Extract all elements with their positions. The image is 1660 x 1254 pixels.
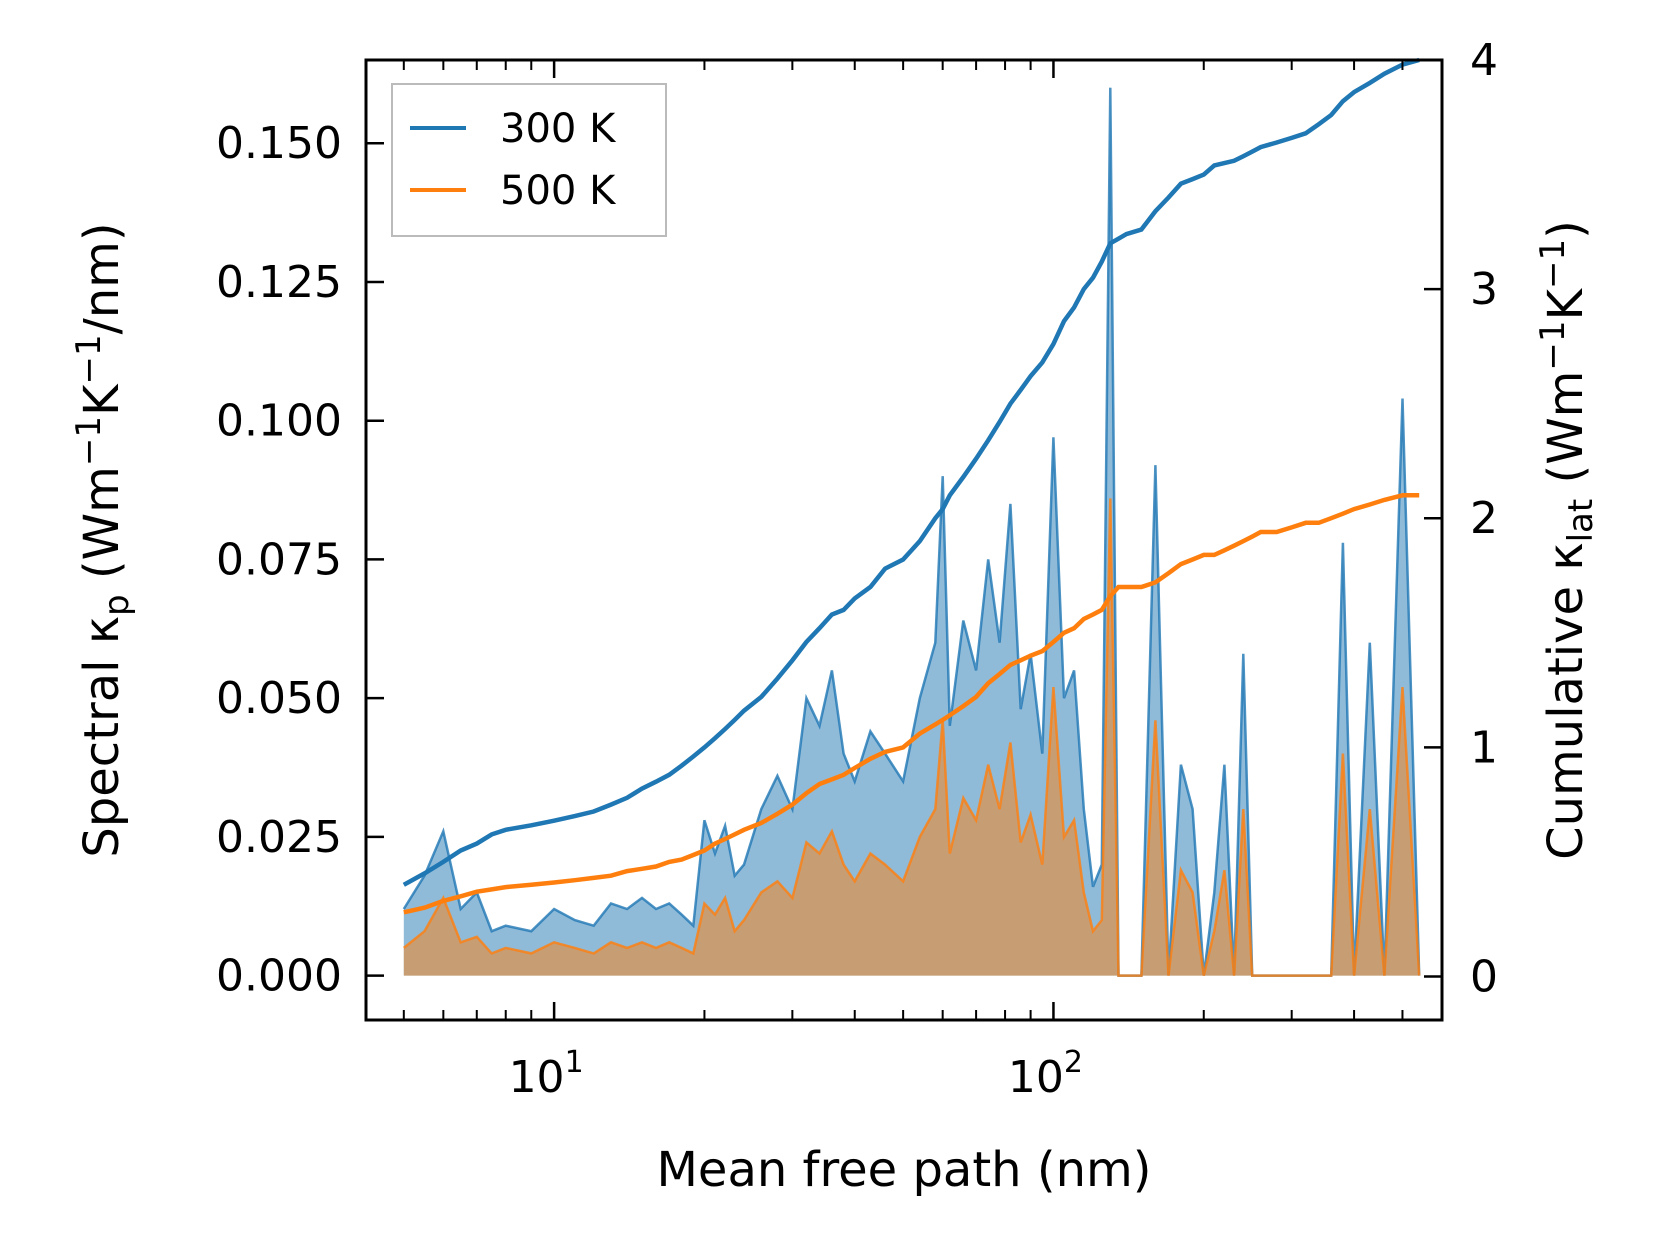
x-axis-title: Mean free path (nm) xyxy=(657,1142,1152,1198)
spectral-area-500k xyxy=(403,498,1420,976)
spectral-line-300k xyxy=(402,87,1421,977)
axis-ticks: 0.000 0.025 0.050 0.075 0.100 0.125 0.150 0 1 2 3 4… xyxy=(216,35,1498,1103)
plot-frame xyxy=(364,58,1444,1022)
right-axis-title: Cumulative κlat (Wm−1K−1) xyxy=(1533,220,1601,860)
right-tick-label: 4 xyxy=(1470,35,1498,86)
x-tick-label: 102 xyxy=(1008,1045,1083,1103)
x-tick-label: 101 xyxy=(509,1045,584,1103)
series-lines xyxy=(402,57,1420,915)
left-tick-label: 0.075 xyxy=(216,534,342,585)
spectral-fills xyxy=(402,87,1421,977)
right-tick-label: 3 xyxy=(1470,264,1498,315)
legend-box xyxy=(391,83,667,237)
spectral-area-300k xyxy=(403,87,1420,976)
left-tick-label: 0.100 xyxy=(216,396,342,447)
right-tick-label: 2 xyxy=(1470,493,1498,544)
left-tick-label: 0.050 xyxy=(216,673,342,724)
legend: 300 K 500 K xyxy=(391,83,667,237)
left-axis-title: Spectral κp (Wm−1K−1/nm) xyxy=(69,222,137,857)
left-tick-label: 0.000 xyxy=(216,951,342,1002)
cumulative-line-500k xyxy=(403,493,1420,915)
right-tick-label: 1 xyxy=(1470,722,1498,773)
legend-label-500k: 500 K xyxy=(500,168,617,214)
left-tick-label: 0.150 xyxy=(216,118,342,169)
right-tick-label: 0 xyxy=(1470,951,1498,1002)
legend-label-300k: 300 K xyxy=(500,106,617,152)
cumulative-line-300k xyxy=(402,57,1420,887)
left-tick-label: 0.025 xyxy=(216,812,342,863)
spectral-line-500k xyxy=(403,498,1421,977)
left-tick-label: 0.125 xyxy=(216,257,342,308)
